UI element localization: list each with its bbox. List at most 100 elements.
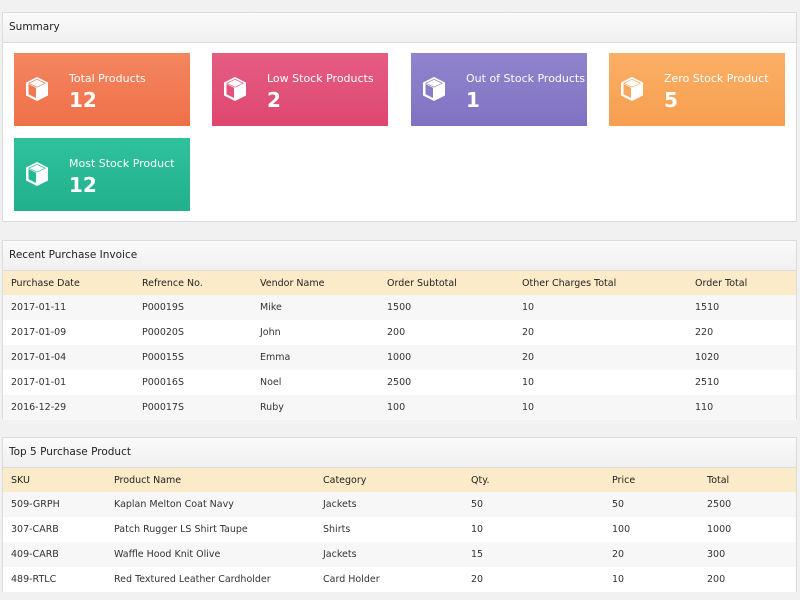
cell-sku: 409-CARB [3,542,106,567]
cell-reference-no: P00016S [134,370,252,395]
cell-vendor-name: Emma [252,345,379,370]
table-row[interactable]: 2016-12-29 P00017S Ruby 100 10 110 [3,395,796,420]
tile-label: Most Stock Product [69,157,175,170]
cell-reference-no: P00020S [134,320,252,345]
cell-order-total: 1510 [687,295,796,320]
cell-purchase-date: 2017-01-09 [3,320,134,345]
cell-reference-no: P00017S [134,395,252,420]
column-header[interactable]: Order Subtotal [379,271,514,295]
cell-other-charges: 20 [514,345,687,370]
top-purchase-product-panel: Top 5 Purchase Product SKU Product Name … [2,437,797,592]
cell-sku: 509-GRPH [3,492,106,517]
column-header[interactable]: Order Total [687,271,796,295]
invoice-header-row: Purchase Date Refrence No. Vendor Name O… [3,271,796,295]
cell-order-total: 220 [687,320,796,345]
products-table: SKU Product Name Category Qty. Price Tot… [3,468,796,592]
cell-category: Card Holder [315,567,463,592]
column-header[interactable]: Other Charges Total [514,271,687,295]
cell-other-charges: 20 [514,320,687,345]
column-header[interactable]: Vendor Name [252,271,379,295]
summary-panel: Summary Total Products 12 Low Stock Prod… [2,12,797,222]
table-row[interactable]: 2017-01-11 P00019S Mike 1500 10 1510 [3,295,796,320]
cell-category: Jackets [315,492,463,517]
tile-low-stock-products[interactable]: Low Stock Products 2 [212,53,388,126]
tile-zero-stock-product[interactable]: Zero Stock Product 5 [609,53,785,126]
cell-vendor-name: John [252,320,379,345]
cell-product-name: Patch Rugger LS Shirt Taupe [106,517,315,542]
cell-price: 10 [604,567,699,592]
cube-icon [26,162,48,186]
cell-vendor-name: Mike [252,295,379,320]
tile-value: 1 [466,88,480,112]
cell-purchase-date: 2017-01-01 [3,370,134,395]
cell-product-name: Waffle Hood Knit Olive [106,542,315,567]
products-title: Top 5 Purchase Product [3,438,796,468]
column-header[interactable]: Total [699,468,796,492]
cube-icon [224,77,246,101]
tile-value: 5 [664,88,678,112]
cube-icon [423,77,445,101]
cell-order-subtotal: 1000 [379,345,514,370]
cell-product-name: Kaplan Melton Coat Navy [106,492,315,517]
products-header-row: SKU Product Name Category Qty. Price Tot… [3,468,796,492]
table-row[interactable]: 2017-01-04 P00015S Emma 1000 20 1020 [3,345,796,370]
cell-purchase-date: 2017-01-11 [3,295,134,320]
cell-price: 50 [604,492,699,517]
recent-purchase-invoice-panel: Recent Purchase Invoice Purchase Date Re… [2,240,797,420]
column-header[interactable]: SKU [3,468,106,492]
tile-label: Low Stock Products [267,72,374,85]
table-row[interactable]: 2017-01-01 P00016S Noel 2500 10 2510 [3,370,796,395]
cell-sku: 489-RTLC [3,567,106,592]
cell-other-charges: 10 [514,295,687,320]
table-row[interactable]: 509-GRPH Kaplan Melton Coat Navy Jackets… [3,492,796,517]
cell-order-subtotal: 100 [379,395,514,420]
cell-total: 2500 [699,492,796,517]
cell-total: 200 [699,567,796,592]
cube-icon [26,77,48,101]
table-row[interactable]: 489-RTLC Red Textured Leather Cardholder… [3,567,796,592]
cell-total: 300 [699,542,796,567]
cell-vendor-name: Ruby [252,395,379,420]
cell-sku: 307-CARB [3,517,106,542]
summary-title: Summary [3,13,796,43]
tile-value: 2 [267,88,281,112]
cell-order-total: 1020 [687,345,796,370]
table-row[interactable]: 307-CARB Patch Rugger LS Shirt Taupe Shi… [3,517,796,542]
cell-reference-no: P00015S [134,345,252,370]
cube-icon [621,77,643,101]
cell-other-charges: 10 [514,395,687,420]
column-header[interactable]: Price [604,468,699,492]
cell-order-subtotal: 200 [379,320,514,345]
cell-reference-no: P00019S [134,295,252,320]
table-row[interactable]: 2017-01-09 P00020S John 200 20 220 [3,320,796,345]
tile-most-stock-product[interactable]: Most Stock Product 12 [14,138,190,211]
cell-order-subtotal: 2500 [379,370,514,395]
cell-qty: 15 [463,542,604,567]
column-header[interactable]: Qty. [463,468,604,492]
cell-category: Shirts [315,517,463,542]
column-header[interactable]: Category [315,468,463,492]
cell-product-name: Red Textured Leather Cardholder [106,567,315,592]
tile-label: Out of Stock Products [466,72,585,85]
cell-order-total: 2510 [687,370,796,395]
cell-qty: 50 [463,492,604,517]
cell-order-total: 110 [687,395,796,420]
tile-out-of-stock-products[interactable]: Out of Stock Products 1 [411,53,587,126]
cell-total: 1000 [699,517,796,542]
cell-order-subtotal: 1500 [379,295,514,320]
tile-total-products[interactable]: Total Products 12 [14,53,190,126]
cell-purchase-date: 2017-01-04 [3,345,134,370]
column-header[interactable]: Product Name [106,468,315,492]
cell-price: 100 [604,517,699,542]
tile-label: Zero Stock Product [664,72,769,85]
column-header[interactable]: Refrence No. [134,271,252,295]
table-row[interactable]: 409-CARB Waffle Hood Knit Olive Jackets … [3,542,796,567]
cell-category: Jackets [315,542,463,567]
column-header[interactable]: Purchase Date [3,271,134,295]
invoice-title: Recent Purchase Invoice [3,241,796,271]
tile-label: Total Products [69,72,146,85]
cell-vendor-name: Noel [252,370,379,395]
cell-price: 20 [604,542,699,567]
tile-value: 12 [69,173,97,197]
invoice-table: Purchase Date Refrence No. Vendor Name O… [3,271,796,420]
